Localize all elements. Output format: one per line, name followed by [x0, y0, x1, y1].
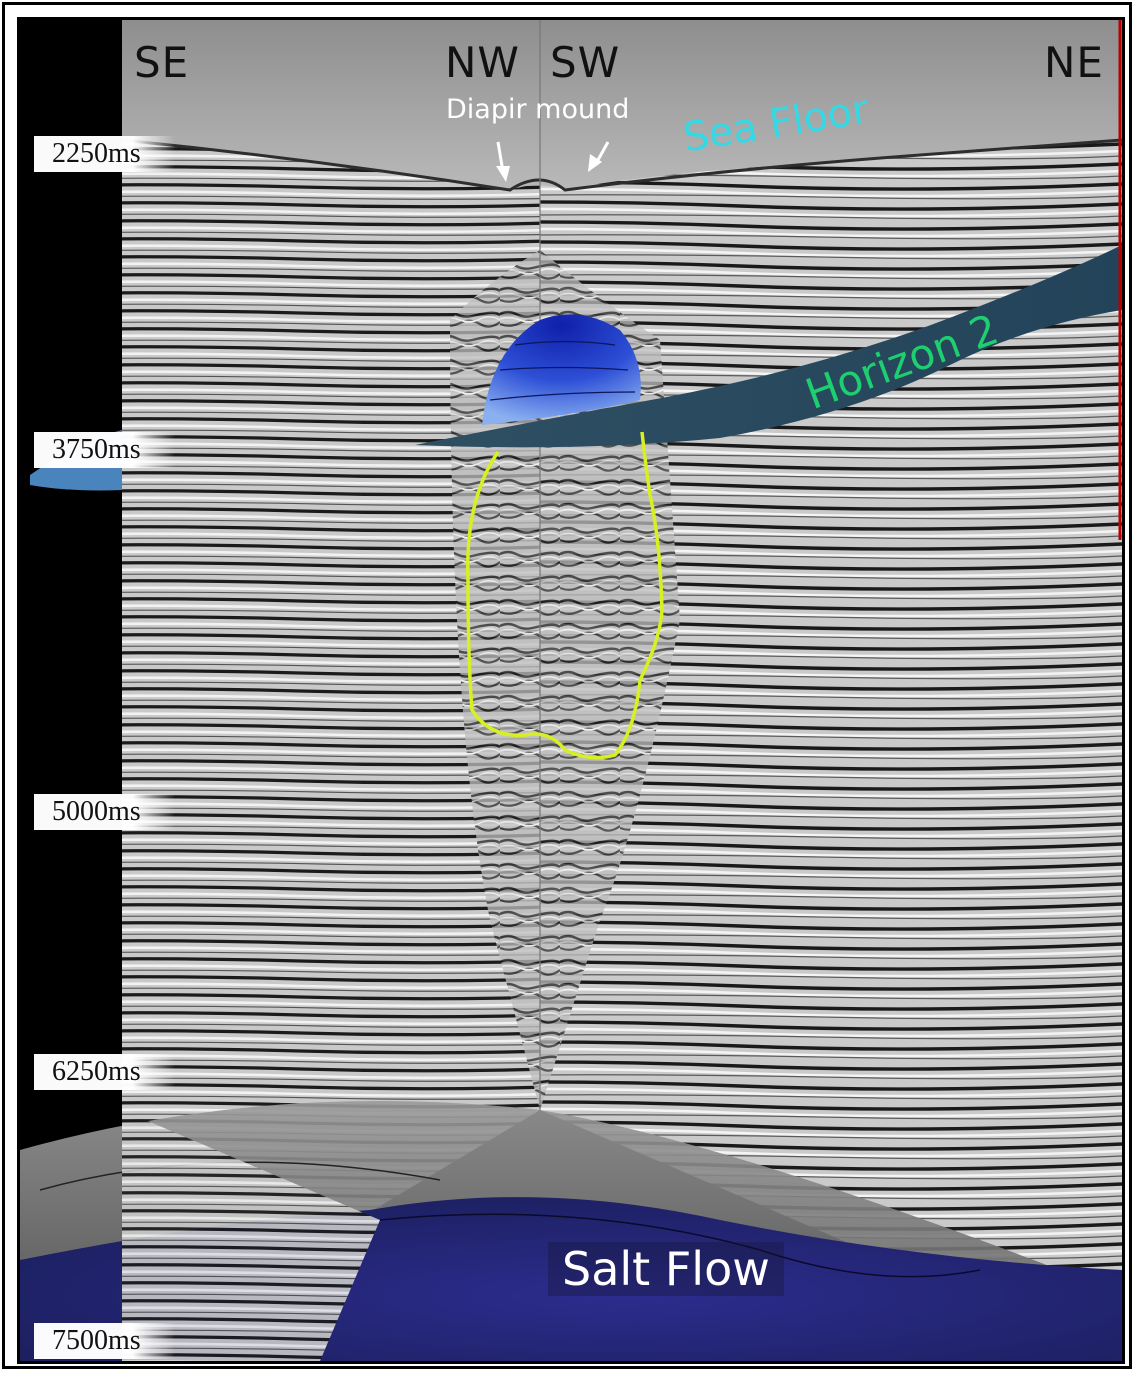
horizon-2-surface: [415, 245, 1122, 448]
direction-nw: NW: [445, 38, 520, 87]
time-label-2250: 2250ms: [34, 136, 175, 172]
seismic-section-left: [122, 20, 540, 1361]
seismic-section-right: [540, 20, 1122, 1361]
time-label-7500: 7500ms: [34, 1323, 175, 1359]
salt-flow-label: Salt Flow: [548, 1242, 784, 1296]
direction-sw: SW: [550, 38, 621, 87]
direction-ne: NE: [1044, 38, 1104, 87]
seismic-panel: SE NW SW NE Diapir mound Sea Floor Horiz…: [17, 17, 1125, 1364]
direction-se: SE: [134, 38, 190, 87]
time-label-5000: 5000ms: [34, 794, 175, 830]
time-label-3750: 3750ms: [34, 432, 175, 468]
time-label-6250: 6250ms: [34, 1054, 175, 1090]
seismic-scene: [20, 20, 1122, 1361]
diapir-outline: [466, 431, 664, 760]
diapir-mound-label: Diapir mound: [446, 94, 630, 125]
arrow-right: [596, 141, 610, 161]
